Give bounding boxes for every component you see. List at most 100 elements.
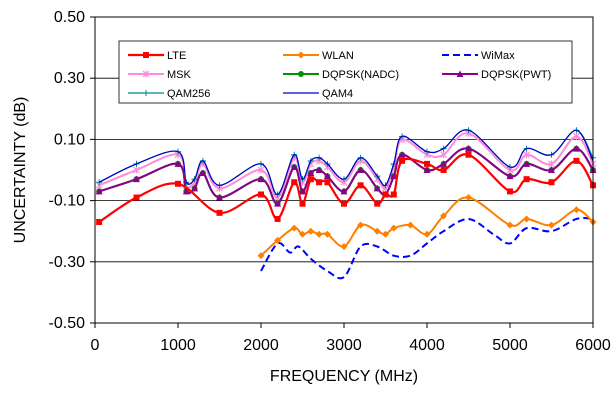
- x-axis-title: FREQUENCY (MHz): [270, 368, 418, 385]
- data-point: [548, 221, 555, 229]
- data-point: [323, 172, 331, 180]
- data-point: [523, 160, 531, 167]
- legend-item-qam4: QAM4: [283, 88, 353, 100]
- series-qam4: [98, 129, 594, 196]
- legend-item-lte: LTE: [128, 50, 186, 62]
- data-point: [307, 227, 315, 235]
- legend-label: MSK: [167, 69, 192, 81]
- legend-item-wimax: WiMax: [442, 50, 515, 62]
- data-point: [440, 151, 448, 159]
- data-point: [374, 200, 381, 207]
- legend-item-msk: MSK: [128, 69, 192, 81]
- y-tick-label: -0.50: [49, 315, 86, 332]
- data-point: [257, 175, 265, 183]
- data-point: [424, 160, 430, 167]
- series-line: [98, 147, 594, 205]
- data-point: [257, 252, 265, 260]
- legend: LTE WLAN WiMax MSK DQPSK(NADC) DQPSK(PWT) QAM2…: [118, 40, 573, 104]
- data-point: [133, 194, 140, 201]
- data-point: [274, 215, 281, 222]
- legend-item-wlan: WLAN: [283, 50, 354, 62]
- series-line: [260, 217, 594, 280]
- y-axis-ticks: 0.50 0.30 0.10 -0.10 -0.30 -0.50: [49, 9, 95, 332]
- data-point: [307, 176, 314, 183]
- data-point: [548, 160, 555, 168]
- data-point: [315, 230, 323, 238]
- legend-label: WiMax: [481, 50, 515, 62]
- data-point: [440, 212, 448, 220]
- data-point: [340, 187, 348, 195]
- data-point: [133, 175, 140, 183]
- data-point: [258, 191, 264, 198]
- data-point: [357, 182, 364, 189]
- legend-label: DQPSK(PWT): [481, 69, 551, 81]
- data-point: [572, 206, 580, 214]
- data-point: [382, 230, 389, 238]
- data-point: [95, 187, 103, 195]
- data-point: [523, 215, 531, 223]
- data-point: [191, 184, 199, 192]
- x-tick-label: 4000: [409, 337, 445, 354]
- y-tick-label: -0.10: [49, 193, 86, 210]
- y-tick-label: -0.30: [49, 254, 86, 271]
- legend-label: LTE: [167, 50, 186, 62]
- legend-marker: [456, 70, 464, 77]
- data-point: [291, 179, 298, 186]
- data-point: [573, 157, 580, 164]
- series-line: [98, 147, 594, 205]
- data-point: [373, 227, 381, 235]
- data-point: [307, 169, 315, 177]
- data-point: [299, 230, 306, 238]
- data-point: [548, 166, 555, 173]
- data-point: [133, 166, 140, 174]
- x-tick-label: 1000: [160, 337, 196, 354]
- data-point: [390, 191, 397, 198]
- data-point: [199, 169, 207, 177]
- data-point: [299, 200, 306, 207]
- legend-label: DQPSK(NADC): [322, 69, 399, 81]
- data-point: [274, 236, 282, 244]
- data-point: [324, 179, 331, 186]
- data-point: [182, 187, 190, 195]
- data-point: [96, 219, 103, 226]
- data-point: [423, 230, 431, 238]
- legend-marker: [297, 51, 305, 59]
- data-point: [357, 166, 365, 173]
- data-point: [290, 163, 298, 170]
- x-tick-label: 0: [91, 337, 100, 354]
- series-wimax: [260, 217, 594, 280]
- data-point: [340, 243, 348, 250]
- data-point: [440, 167, 447, 173]
- data-point: [341, 200, 347, 207]
- data-point: [316, 179, 323, 186]
- data-point: [440, 160, 448, 167]
- data-point: [572, 132, 580, 140]
- data-point: [465, 194, 472, 202]
- data-point: [299, 187, 306, 195]
- data-point: [523, 151, 531, 159]
- data-point: [323, 230, 331, 238]
- data-point: [506, 221, 514, 229]
- data-point: [390, 224, 398, 232]
- data-point: [175, 180, 181, 187]
- data-point: [357, 221, 365, 229]
- series-wlan: [257, 194, 597, 260]
- legend-item-qam256: QAM256: [128, 88, 210, 100]
- legend-marker: [143, 52, 149, 58]
- legend-box: [118, 40, 573, 104]
- series-line: [98, 129, 594, 196]
- legend-label: QAM4: [322, 88, 353, 100]
- data-point: [523, 176, 530, 183]
- y-tick-label: 0.50: [54, 9, 85, 26]
- data-point: [373, 184, 381, 192]
- series-line: [260, 196, 594, 257]
- y-tick-label: 0.10: [54, 131, 85, 148]
- data-point: [398, 151, 406, 158]
- data-point: [315, 166, 323, 173]
- data-point: [174, 160, 182, 167]
- x-tick-label: 3000: [326, 337, 362, 354]
- data-point: [216, 194, 223, 201]
- data-point: [423, 166, 431, 173]
- data-point: [290, 224, 298, 232]
- data-point: [506, 172, 514, 180]
